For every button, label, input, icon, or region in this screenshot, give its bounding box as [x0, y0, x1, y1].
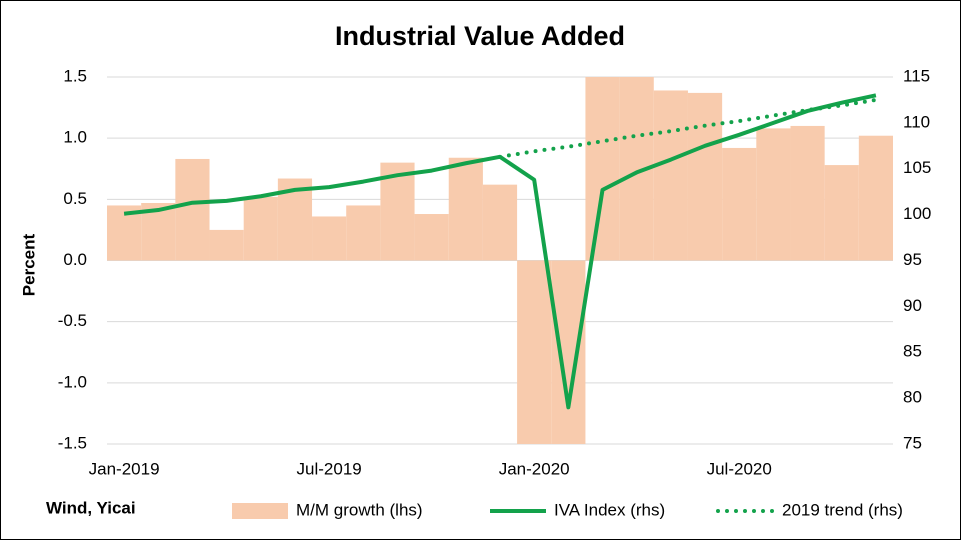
trend-line — [498, 97, 878, 159]
x-tick-label: Jul-2020 — [707, 459, 772, 478]
y-tick-label: 0.5 — [63, 189, 87, 208]
y-tick-label: 1.0 — [63, 128, 87, 147]
y-tick-label: -1.0 — [58, 372, 87, 391]
legend-label: M/M growth (lhs) — [296, 500, 423, 519]
bar — [107, 205, 142, 261]
bar — [687, 92, 723, 261]
y2-tick-label: 75 — [903, 433, 922, 452]
bar — [858, 135, 893, 261]
bar — [448, 157, 483, 261]
y-tick-label: -1.5 — [58, 433, 87, 452]
bar — [790, 125, 825, 261]
y2-tick-label: 100 — [903, 204, 931, 223]
y-axis-label: Percent — [19, 233, 38, 296]
y-tick-label: 0.0 — [63, 250, 87, 269]
x-tick-label: Jan-2020 — [499, 459, 570, 478]
chart-title: Industrial Value Added — [335, 21, 625, 51]
bar — [312, 216, 347, 261]
y-tick-label: 1.5 — [63, 66, 87, 85]
legend-label: 2019 trend (rhs) — [782, 500, 903, 519]
legend-swatch — [232, 503, 288, 519]
legend-label: IVA Index (rhs) — [554, 500, 665, 519]
bar — [722, 147, 757, 261]
bar — [209, 229, 244, 261]
bar — [653, 90, 688, 261]
y2-tick-label: 110 — [903, 112, 930, 131]
bar — [551, 260, 586, 444]
y2-tick-label: 105 — [903, 158, 931, 177]
y2-tick-label: 80 — [903, 388, 922, 407]
bar — [243, 196, 278, 261]
x-tick-label: Jan-2019 — [89, 459, 160, 478]
bar — [824, 165, 859, 261]
y-tick-label: -0.5 — [58, 311, 87, 330]
bar — [346, 205, 381, 261]
source: Wind, Yicai — [46, 498, 136, 517]
y2-tick-label: 90 — [903, 296, 922, 315]
bar — [756, 128, 791, 261]
y2-tick-label: 85 — [903, 342, 922, 361]
y2-tick-label: 95 — [903, 250, 922, 269]
x-tick-label: Jul-2019 — [297, 459, 362, 478]
bar — [517, 260, 552, 444]
y2-tick-label: 115 — [903, 66, 930, 85]
bar — [585, 77, 620, 261]
bar — [175, 158, 210, 261]
bar — [414, 214, 449, 261]
bar — [482, 184, 518, 261]
